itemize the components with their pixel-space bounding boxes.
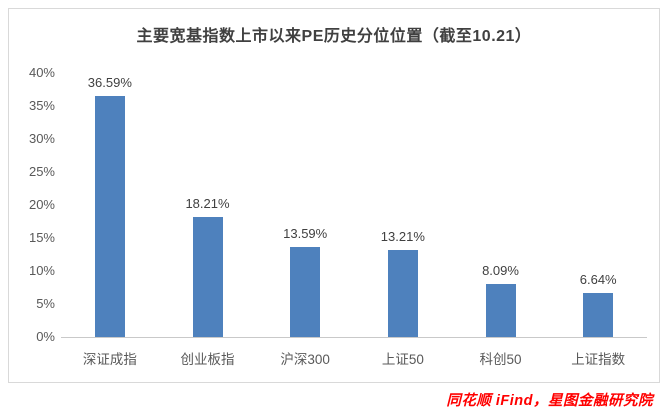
bars-row: 36.59% 18.21% 13.59% 13.21% 8.09% 6.64%	[61, 73, 647, 337]
bar-value-label: 18.21%	[185, 195, 230, 211]
x-category-label: 科创50	[479, 352, 522, 367]
x-axis-category-labels: 深证成指 创业板指 沪深300 上证50 科创50 上证指数	[61, 348, 647, 368]
x-category-label: 深证成指	[82, 352, 137, 367]
bar-column: 13.59%	[256, 73, 354, 337]
x-category-label: 创业板指	[180, 352, 235, 367]
bar-value-label: 8.09%	[482, 262, 519, 278]
x-category-label: 上证指数	[571, 352, 626, 367]
y-tick-label: 20%	[28, 197, 55, 212]
y-tick-label: 40%	[28, 65, 55, 80]
bar-column: 8.09%	[452, 73, 550, 337]
bar-value-label: 6.64%	[579, 272, 617, 288]
bar	[192, 216, 223, 337]
bar-column: 36.59%	[61, 73, 159, 337]
chart-title: 主要宽基指数上市以来PE历史分位位置（截至10.21）	[136, 28, 532, 45]
bar-value-label: 13.21%	[380, 228, 425, 244]
y-tick-label: 15%	[28, 230, 55, 245]
source-attribution: 同花顺 iFind，星图金融研究院	[446, 393, 653, 409]
y-tick-label: 35%	[28, 98, 55, 113]
y-tick-label: 25%	[28, 164, 55, 179]
bar-column: 13.21%	[354, 73, 452, 337]
bar-column: 18.21%	[159, 73, 257, 337]
x-category-label: 沪深300	[280, 352, 330, 367]
bar	[94, 95, 125, 337]
y-tick-label: 0%	[36, 329, 55, 344]
bar-value-label: 13.59%	[283, 226, 328, 242]
bar	[387, 249, 418, 337]
bar	[485, 283, 516, 337]
bar-column: 6.64%	[549, 73, 647, 337]
bar-value-label: 36.59%	[87, 74, 132, 90]
bar	[290, 247, 321, 337]
y-tick-label: 5%	[36, 296, 55, 311]
plot-area: 40% 35% 30% 25% 20% 15% 10% 5% 0% 36.59% 18.21% 13…	[29, 65, 647, 344]
y-tick-label: 10%	[28, 263, 55, 278]
y-tick-label: 30%	[28, 131, 55, 146]
x-category-label: 上证50	[381, 352, 424, 367]
chart-frame: 主要宽基指数上市以来PE历史分位位置（截至10.21） 40% 35% 30% 25%…	[8, 8, 660, 383]
bar	[583, 293, 614, 337]
